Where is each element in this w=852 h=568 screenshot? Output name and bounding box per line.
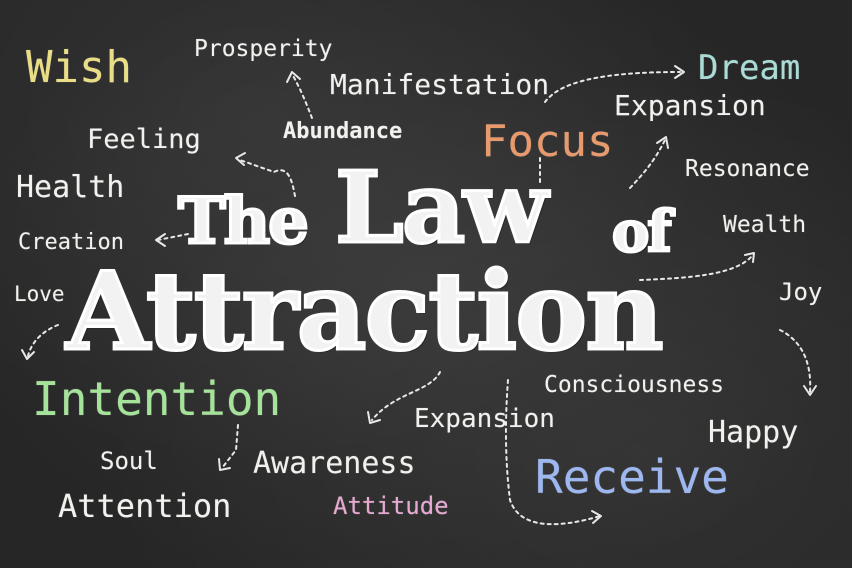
word-receive: Receive [535,450,729,504]
arrowhead-abundance [235,152,246,166]
arrow-expansion-bottom [371,371,441,421]
word-soul: Soul [100,447,158,475]
arrow-dream [544,71,681,103]
title-law: Law [334,151,550,266]
title-the: The [177,184,311,259]
arrowhead-joy [803,385,817,396]
arrow-love [27,324,59,357]
arrowhead-expansion-top [656,136,669,149]
arrow-joy [779,329,812,393]
word-attitude: Attitude [333,492,449,520]
word-love: Love [14,282,65,306]
word-feeling: Feeling [87,124,201,155]
arrow-receive [504,379,601,526]
word-abundance: Abundance [283,119,403,144]
word-attention: Attention [58,487,232,525]
arrow-creation [157,233,189,241]
word-expansion-bottom: Expansion [414,404,555,434]
arrowhead-receive [591,510,602,524]
word-health: Health [16,170,125,205]
arrow-awareness [221,424,239,469]
word-awareness: Awareness [253,446,416,481]
word-wealth: Wealth [723,212,807,238]
word-manifestation: Manifestation [330,68,550,101]
arrowhead-awareness [218,458,231,471]
arrow-expansion-top [629,139,666,189]
word-prosperity: Prosperity [194,36,333,62]
word-dream: Dream [698,48,801,88]
arrowhead-wealth [744,252,755,263]
word-intention: Intention [32,372,282,426]
arrow-manifestation [291,73,313,119]
arrow-wealth [639,255,753,281]
arrowhead-dream [674,65,685,79]
word-expansion-top: Expansion [614,89,766,122]
arrowhead-expansion-bottom [367,411,381,424]
title-of: of [610,199,672,265]
arrow-abundance [239,159,296,197]
arrowhead-manifestation [286,71,301,83]
word-resonance: Resonance [685,156,810,182]
word-creation: Creation [18,230,124,255]
word-consciousness: Consciousness [544,372,725,398]
word-wish: Wish [26,42,132,93]
title-attraction: Attraction [65,249,666,375]
word-happy: Happy [708,415,799,450]
arrowhead-creation [155,233,166,247]
word-focus: Focus [481,116,614,167]
word-joy: Joy [779,278,823,306]
arrowhead-love [21,349,35,360]
